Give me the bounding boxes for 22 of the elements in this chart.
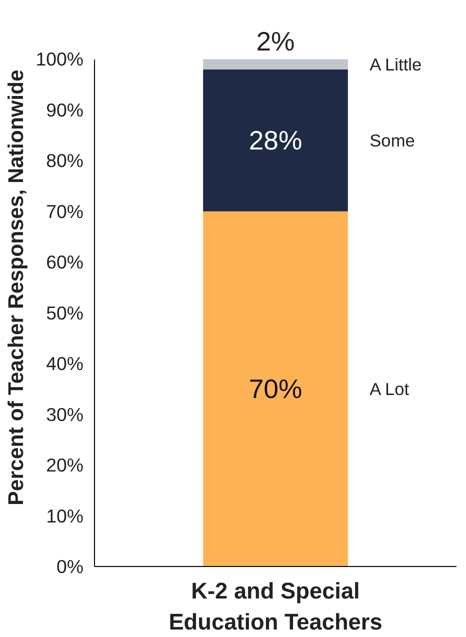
y-tick-label: 30%	[46, 404, 84, 425]
y-tick-label: 80%	[46, 150, 84, 172]
y-tick-label: 100%	[36, 48, 84, 70]
data-label: 2%	[256, 26, 295, 57]
y-tick-label: 40%	[46, 353, 84, 374]
bar	[203, 59, 348, 70]
y-tick-label: 10%	[46, 505, 84, 526]
y-tick-label: 70%	[46, 200, 84, 222]
y-tick-label: 60%	[46, 252, 84, 273]
data-label: 70%	[248, 374, 302, 404]
y-tick-label: 90%	[46, 99, 84, 120]
bar	[203, 69, 348, 212]
y-tick-label: 20%	[46, 454, 84, 476]
y-axis-title: Percent of Teacher Responses, Nationwide	[4, 69, 28, 506]
bar	[203, 211, 348, 566]
series-label: A Little	[370, 54, 422, 74]
x-tick-label: K-2 and Special Education Teachers	[168, 578, 382, 635]
y-tick-label: 50%	[46, 302, 84, 324]
data-label: 28%	[248, 125, 302, 156]
series-label: A Lot	[370, 378, 410, 399]
series-label: Some	[370, 130, 415, 150]
y-tick-label: 0%	[56, 556, 84, 577]
